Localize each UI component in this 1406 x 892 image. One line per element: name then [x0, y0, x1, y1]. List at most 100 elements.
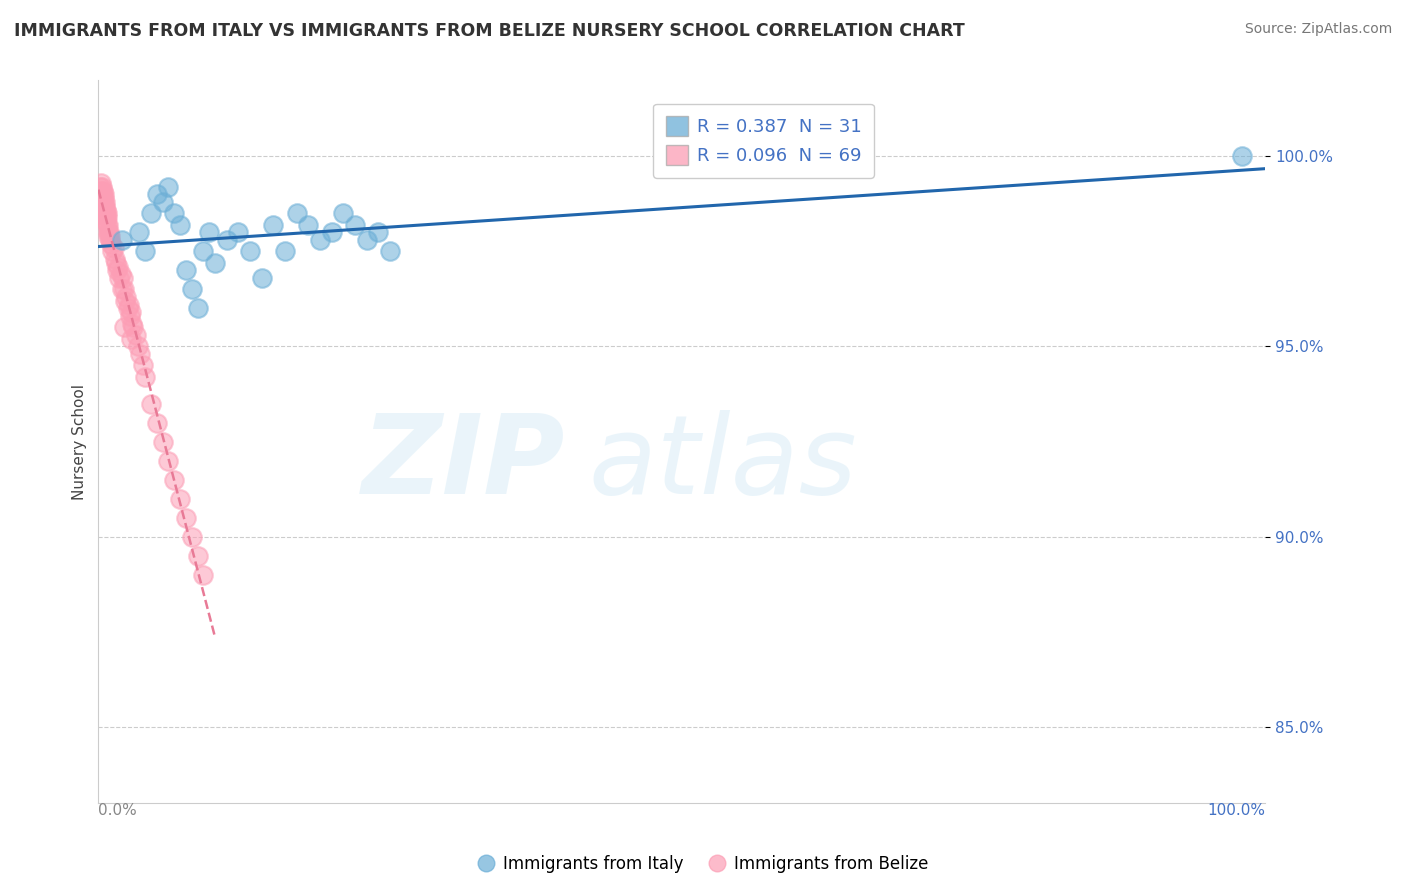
- Point: [104, 256, 127, 270]
- Y-axis label: Nursery School: Nursery School: [72, 384, 87, 500]
- Point: [118, 309, 141, 323]
- Point: [93, 202, 115, 217]
- Text: Source: ZipAtlas.com: Source: ZipAtlas.com: [1244, 22, 1392, 37]
- Point: [198, 226, 221, 240]
- Point: [239, 244, 262, 259]
- Point: [321, 226, 343, 240]
- Legend: R = 0.387  N = 31, R = 0.096  N = 69: R = 0.387 N = 31, R = 0.096 N = 69: [654, 103, 875, 178]
- Point: [98, 229, 121, 244]
- Point: [90, 184, 112, 198]
- Point: [344, 218, 367, 232]
- Point: [94, 202, 117, 217]
- Point: [111, 233, 134, 247]
- Point: [193, 567, 215, 582]
- Point: [94, 210, 117, 224]
- Point: [93, 187, 115, 202]
- Point: [110, 267, 132, 281]
- Point: [180, 282, 202, 296]
- Point: [98, 233, 121, 247]
- Point: [91, 187, 114, 202]
- Point: [96, 226, 118, 240]
- Point: [309, 233, 332, 247]
- Point: [90, 194, 112, 209]
- Legend: Immigrants from Italy, Immigrants from Belize: Immigrants from Italy, Immigrants from B…: [471, 848, 935, 880]
- Point: [157, 179, 180, 194]
- Point: [96, 206, 118, 220]
- Point: [285, 206, 308, 220]
- Point: [163, 206, 186, 220]
- Point: [96, 218, 118, 232]
- Text: ZIP: ZIP: [361, 409, 565, 516]
- Point: [101, 244, 124, 259]
- Point: [250, 271, 273, 285]
- Point: [297, 218, 319, 232]
- Text: 0.0%: 0.0%: [98, 803, 138, 818]
- Point: [90, 191, 112, 205]
- Point: [157, 453, 180, 467]
- Point: [97, 218, 120, 232]
- Point: [112, 282, 135, 296]
- Text: 100.0%: 100.0%: [1208, 803, 1265, 818]
- Point: [118, 298, 141, 312]
- Point: [152, 434, 174, 449]
- Point: [93, 199, 115, 213]
- Point: [89, 179, 111, 194]
- Point: [108, 271, 131, 285]
- Text: IMMIGRANTS FROM ITALY VS IMMIGRANTS FROM BELIZE NURSERY SCHOOL CORRELATION CHART: IMMIGRANTS FROM ITALY VS IMMIGRANTS FROM…: [14, 22, 965, 40]
- Point: [125, 328, 148, 343]
- Point: [187, 549, 209, 563]
- Point: [187, 301, 209, 316]
- Point: [97, 229, 120, 244]
- Point: [117, 301, 139, 316]
- Point: [89, 187, 111, 202]
- Point: [91, 194, 114, 209]
- Point: [111, 282, 134, 296]
- Point: [193, 244, 215, 259]
- Point: [104, 252, 127, 266]
- Point: [356, 233, 378, 247]
- Point: [174, 263, 197, 277]
- Point: [132, 359, 155, 373]
- Point: [146, 416, 169, 430]
- Point: [262, 218, 284, 232]
- Point: [380, 244, 402, 259]
- Point: [215, 233, 238, 247]
- Point: [90, 179, 112, 194]
- Point: [91, 194, 114, 209]
- Point: [105, 263, 128, 277]
- Point: [91, 184, 114, 198]
- Point: [139, 396, 162, 410]
- Point: [94, 206, 117, 220]
- Point: [1230, 149, 1253, 163]
- Point: [127, 339, 149, 353]
- Point: [122, 320, 145, 334]
- Point: [112, 320, 135, 334]
- Point: [115, 290, 138, 304]
- Point: [163, 473, 186, 487]
- Point: [111, 271, 134, 285]
- Point: [152, 194, 174, 209]
- Point: [228, 226, 250, 240]
- Point: [97, 226, 120, 240]
- Point: [93, 191, 115, 205]
- Text: atlas: atlas: [589, 409, 858, 516]
- Point: [204, 256, 226, 270]
- Point: [174, 510, 197, 524]
- Point: [128, 226, 150, 240]
- Point: [120, 305, 142, 319]
- Point: [94, 194, 117, 209]
- Point: [146, 187, 169, 202]
- Point: [169, 491, 191, 506]
- Point: [180, 530, 202, 544]
- Point: [367, 226, 389, 240]
- Point: [89, 176, 111, 190]
- Point: [107, 260, 129, 274]
- Point: [91, 206, 114, 220]
- Point: [120, 332, 142, 346]
- Point: [94, 199, 117, 213]
- Point: [103, 241, 125, 255]
- Point: [114, 293, 136, 308]
- Point: [332, 206, 354, 220]
- Point: [134, 370, 156, 384]
- Point: [90, 199, 112, 213]
